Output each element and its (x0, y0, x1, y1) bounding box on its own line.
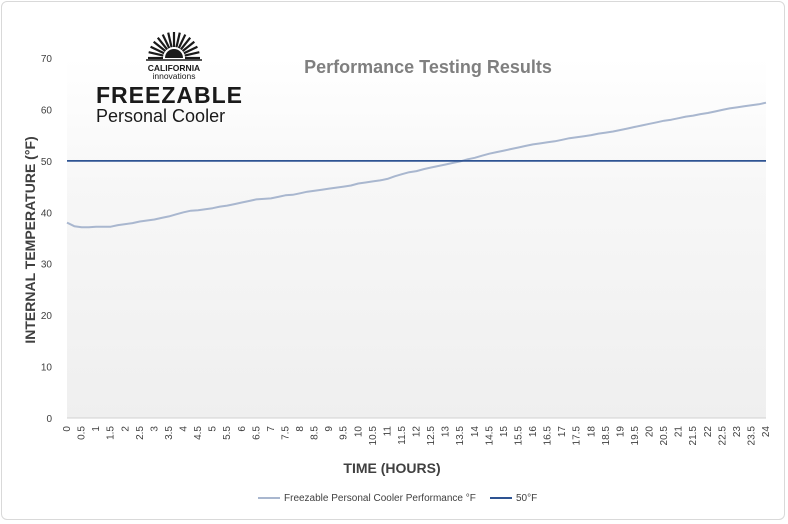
x-tick-label: 12.5 (426, 426, 437, 446)
y-tick-label: 0 (46, 414, 52, 425)
x-tick-label: 7.5 (280, 426, 291, 440)
x-tick-label: 22.5 (717, 426, 728, 446)
x-tick-label: 14 (470, 426, 481, 438)
y-tick-label: 60 (41, 105, 53, 116)
x-tick-label: 15.5 (513, 426, 524, 446)
x-tick-label: 15 (499, 426, 510, 438)
sunburst-ray (148, 51, 164, 57)
x-tick-label: 18.5 (601, 426, 612, 446)
x-tick-label: 12 (412, 426, 423, 438)
x-tick-label: 13 (441, 426, 452, 438)
x-tick-label: 14.5 (484, 426, 495, 446)
x-tick-label: 11.5 (397, 426, 408, 445)
y-tick-label: 70 (41, 54, 53, 65)
x-tick-label: 22 (703, 426, 714, 438)
logo-line-innovations: innovations (152, 71, 195, 81)
sunburst-ray (161, 34, 171, 49)
x-tick-label: 1 (91, 426, 102, 432)
x-tick-label: 3 (149, 426, 160, 432)
x-tick-label: 8 (295, 426, 306, 432)
x-tick-label: 13.5 (455, 426, 466, 446)
x-tick-label: 2 (120, 426, 131, 432)
x-axis-ticks: 0 0.5 1 1.5 2 2.5 3 3.5 4 4.5 5 5.5 6 6.5 7 7.5 8 8.5 9 9.5… (62, 426, 772, 446)
x-tick-label: 9.5 (339, 426, 350, 440)
x-tick-label: 6 (237, 426, 248, 432)
brand-logo: CALIFORNIA innovations FREEZABLE Persona… (96, 32, 243, 126)
y-tick-label: 10 (41, 363, 53, 374)
chart-title: Performance Testing Results (304, 57, 552, 77)
sunburst-ray (184, 51, 200, 57)
plot-area (67, 58, 766, 418)
y-axis-title: INTERNAL TEMPERATURE (°F) (22, 136, 38, 343)
x-tick-label: 19.5 (630, 426, 641, 446)
y-tick-label: 40 (41, 208, 53, 219)
x-tick-label: 8.5 (310, 426, 321, 440)
sunburst-sun (165, 49, 183, 58)
legend-label-threshold: 50°F (516, 493, 537, 504)
x-tick-label: 4 (179, 426, 190, 432)
x-tick-label: 19 (615, 426, 626, 438)
x-tick-label: 21.5 (688, 426, 699, 446)
sunburst-ray (175, 32, 181, 48)
sunburst-ray (177, 34, 187, 49)
x-tick-label: 0.5 (77, 426, 88, 440)
x-tick-label: 10 (353, 426, 364, 438)
x-tick-label: 7 (266, 426, 277, 432)
x-tick-label: 24 (761, 426, 772, 438)
x-tick-label: 6.5 (251, 426, 262, 440)
x-tick-label: 16.5 (543, 426, 554, 446)
x-tick-label: 9 (324, 426, 335, 432)
sunburst-logo-icon (146, 32, 202, 61)
x-tick-label: 23.5 (746, 426, 757, 446)
x-axis-title: TIME (HOURS) (343, 460, 440, 476)
y-tick-label: 50 (41, 157, 53, 168)
sunburst-ray (181, 40, 196, 53)
logo-line-california: CALIFORNIA (148, 63, 200, 73)
y-tick-label: 30 (41, 260, 53, 271)
sunburst-ray (152, 40, 167, 53)
x-tick-label: 5 (208, 426, 219, 432)
sunburst-ray (183, 45, 198, 55)
x-tick-label: 3.5 (164, 426, 175, 440)
sunburst-ray (167, 32, 173, 48)
x-tick-label: 0 (62, 426, 73, 432)
x-tick-label: 23 (732, 426, 743, 438)
legend-label-cooler: Freezable Personal Cooler Performance °F (284, 493, 476, 504)
x-tick-label: 1.5 (106, 426, 117, 440)
x-tick-label: 2.5 (135, 426, 146, 440)
x-tick-label: 18 (586, 426, 597, 438)
x-tick-label: 20 (645, 426, 656, 438)
x-tick-label: 16 (528, 426, 539, 438)
y-tick-label: 20 (41, 311, 53, 322)
logo-product-name: FREEZABLE (96, 82, 243, 108)
x-tick-label: 17 (557, 426, 568, 438)
x-tick-label: 4.5 (193, 426, 204, 440)
x-tick-label: 17.5 (572, 426, 583, 446)
series-layer (66, 101, 767, 229)
sunburst-ray (150, 45, 165, 55)
x-tick-label: 20.5 (659, 426, 670, 446)
y-axis-ticks: 0 10 20 30 40 50 60 70 (41, 54, 53, 425)
sunburst-ray (179, 36, 192, 51)
x-tick-label: 10.5 (368, 426, 379, 446)
sunburst-ray (156, 36, 169, 51)
logo-product-subtitle: Personal Cooler (96, 106, 225, 126)
x-tick-label: 21 (674, 426, 685, 438)
x-tick-label: 5.5 (222, 426, 233, 440)
legend: Freezable Personal Cooler Performance °F… (258, 493, 537, 504)
x-tick-label: 11 (382, 426, 393, 437)
series-line-cooler-performance (66, 101, 767, 229)
